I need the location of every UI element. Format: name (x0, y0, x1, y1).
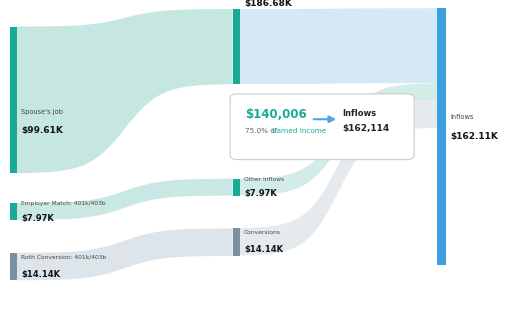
Text: Conversions: Conversions (244, 230, 281, 236)
Bar (437, 8, 446, 265)
Text: $162.11K: $162.11K (451, 132, 498, 141)
Text: $7.97K: $7.97K (21, 214, 54, 223)
Text: Earned Income: Earned Income (272, 128, 326, 134)
Bar (10, 203, 17, 220)
Text: Inflows: Inflows (451, 114, 474, 120)
Text: 75.0% of: 75.0% of (245, 128, 280, 134)
Text: Employer Match: 401k/403b: Employer Match: 401k/403b (21, 201, 105, 206)
Text: Inflows: Inflows (343, 109, 376, 118)
Text: $14.14K: $14.14K (244, 245, 283, 254)
Bar (232, 228, 240, 256)
Bar (232, 179, 240, 196)
Text: Roth Conversion: 401k/403b: Roth Conversion: 401k/403b (21, 255, 106, 260)
Polygon shape (17, 229, 232, 280)
FancyBboxPatch shape (230, 94, 414, 160)
Text: $99.61K: $99.61K (21, 126, 63, 135)
Polygon shape (240, 8, 437, 84)
Bar (10, 27, 17, 173)
Text: $140,006: $140,006 (245, 108, 307, 121)
Text: $186.68K: $186.68K (244, 0, 292, 8)
Bar (10, 253, 17, 280)
Text: $7.97K: $7.97K (244, 189, 276, 198)
Text: $162,114: $162,114 (343, 124, 390, 133)
Polygon shape (240, 100, 437, 256)
Polygon shape (240, 84, 437, 195)
Polygon shape (17, 9, 232, 173)
Polygon shape (17, 179, 232, 220)
Text: Other Inflows: Other Inflows (244, 177, 284, 182)
Bar (232, 9, 240, 84)
Text: Spouse's Job: Spouse's Job (21, 109, 63, 115)
Text: $14.14K: $14.14K (21, 270, 60, 279)
